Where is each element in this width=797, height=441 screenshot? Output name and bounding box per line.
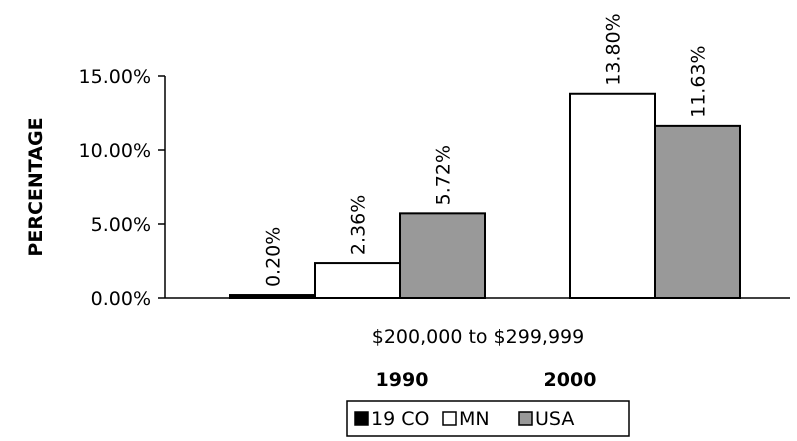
legend-label-usa: USA [535,408,574,430]
data-label-mn-2000: 13.80% [603,13,625,85]
legend-swatch-usa [518,411,533,426]
bar-mn-2000 [569,92,656,300]
y-tick-label: 0.00% [91,288,151,310]
category-label-2000: 2000 [544,369,597,391]
legend-swatch-mn [442,411,457,426]
bar-usa-1990 [399,212,486,299]
y-tick-label: 15.00% [79,66,151,88]
legend-frame [346,400,630,437]
legend-label-mn: MN [459,408,490,430]
bar-mn-1990 [314,262,401,299]
y-tick-label: 10.00% [79,140,151,162]
data-label-usa-1990: 5.72% [433,145,455,205]
x-axis-label: $200,000 to $299,999 [372,326,584,348]
category-label-1990: 1990 [376,369,429,391]
legend-swatch-19-co [354,411,369,426]
bar-19-co-1990 [229,294,316,300]
bar-usa-2000 [654,124,741,299]
data-label-usa-2000: 11.63% [688,45,710,117]
y-tick-label: 5.00% [91,214,151,236]
legend: 19 CO MN USA [346,400,630,437]
data-label-mn-1990: 2.36% [348,195,370,255]
y-axis-label: PERCENTAGE [25,117,47,256]
legend-label-19-co: 19 CO [371,408,429,430]
data-label-19-co-1990: 0.20% [263,227,285,287]
